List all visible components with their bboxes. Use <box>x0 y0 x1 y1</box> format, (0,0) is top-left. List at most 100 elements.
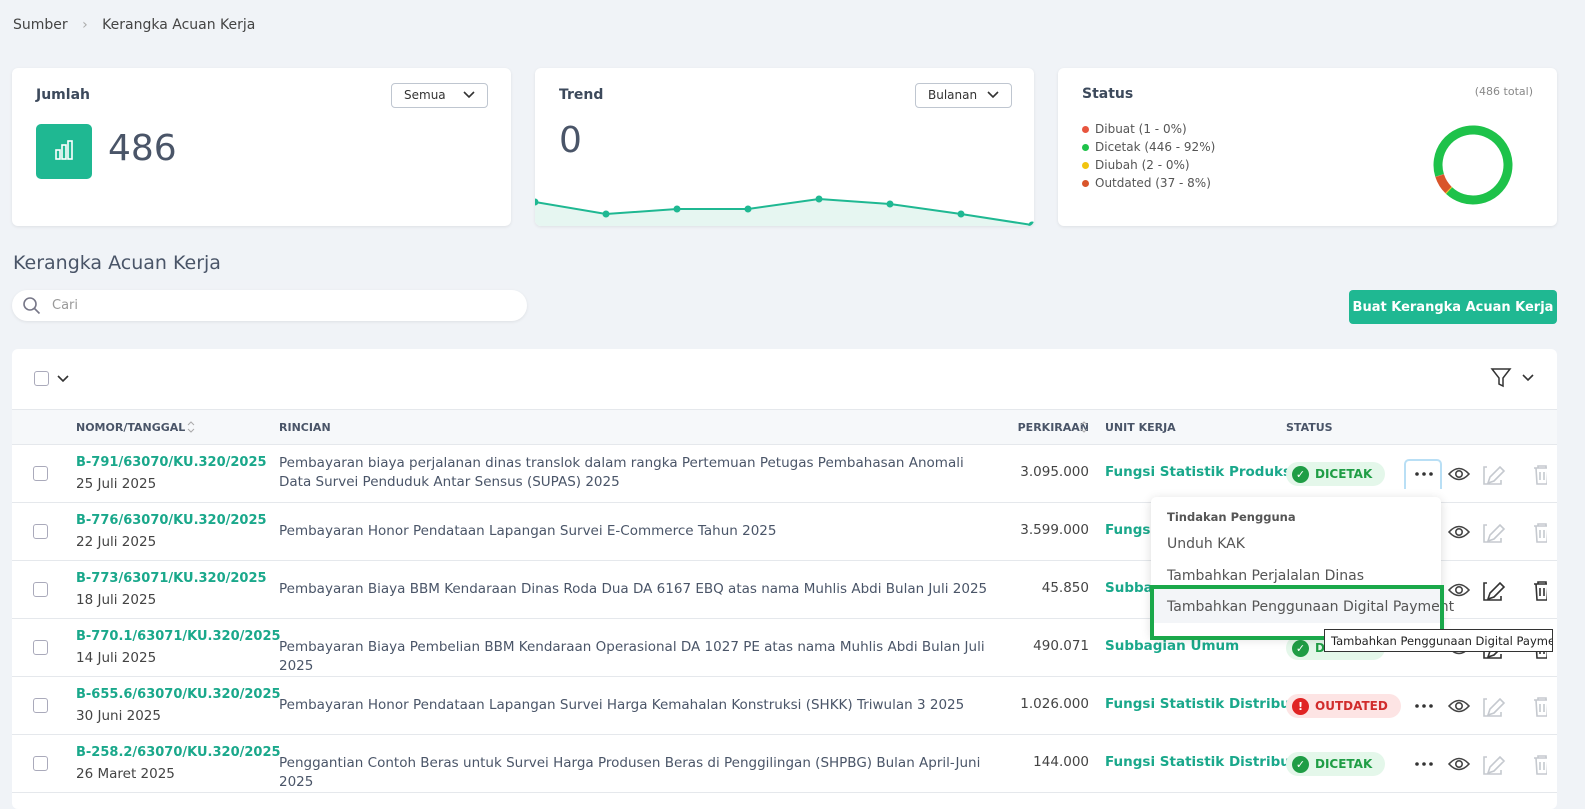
menu-item[interactable]: Tambahkan Perjalalan Dinas <box>1167 568 1364 584</box>
breadcrumb-link[interactable]: Sumber <box>13 17 68 33</box>
delete-icon[interactable] <box>1534 698 1547 716</box>
row-actions <box>1402 459 1547 489</box>
tanggal: 14 Juli 2025 <box>76 650 156 666</box>
more-dot <box>1415 762 1419 766</box>
row-actions <box>1402 691 1547 721</box>
view-pupil <box>1456 529 1462 535</box>
status-card: Status (486 total) Dibuat (1 - 0%)Diceta… <box>1058 68 1557 226</box>
edit-icon[interactable] <box>1484 757 1504 774</box>
rincian: Pembayaran Biaya Pembelian BBM Kendaraan… <box>279 638 999 676</box>
perkiraan: 144.000 <box>1033 754 1089 770</box>
view-pupil <box>1456 471 1462 477</box>
nomor-link[interactable]: B-773/63071/KU.320/2025 <box>76 571 267 586</box>
tanggal: 30 Juni 2025 <box>76 708 161 724</box>
edit-icon[interactable] <box>1484 583 1504 600</box>
legend-item: Dicetak (446 - 92%) <box>1082 138 1215 156</box>
unit-kerja[interactable]: Fungsi Statistik Produksi <box>1105 464 1296 480</box>
rincian: Pembayaran Honor Pendataan Lapangan Surv… <box>279 696 999 715</box>
jumlah-card: Jumlah Semua 486 <box>12 68 511 226</box>
trend-point <box>887 201 894 208</box>
filter-button[interactable] <box>1490 367 1540 389</box>
section-title: Kerangka Acuan Kerja <box>13 252 221 274</box>
breadcrumb-current: Kerangka Acuan Kerja <box>102 17 255 33</box>
rincian: Penggantian Contoh Beras untuk Survei Ha… <box>279 754 999 792</box>
nomor-link[interactable]: B-791/63070/KU.320/2025 <box>76 455 267 470</box>
donut-segment <box>1440 176 1449 190</box>
perkiraan: 490.071 <box>1033 638 1089 654</box>
chart-icon <box>36 124 92 179</box>
select-all-checkbox[interactable] <box>34 371 49 386</box>
legend-dot <box>1082 180 1089 187</box>
filter-select[interactable]: Semua <box>391 83 488 108</box>
more-dot <box>1422 704 1426 708</box>
column-header: RINCIAN <box>279 421 331 434</box>
unit-kerja[interactable]: Fungsi <box>1105 522 1155 538</box>
delete-icon[interactable] <box>1534 582 1547 600</box>
search-input[interactable]: Cari <box>12 290 527 321</box>
breadcrumb: Sumber › Kerangka Acuan Kerja <box>13 17 255 33</box>
row-checkbox[interactable] <box>33 524 48 539</box>
status-badge: ✓DICETAK <box>1286 462 1385 486</box>
nomor-link[interactable]: B-655.6/63070/KU.320/2025 <box>76 687 281 702</box>
card-title: Jumlah <box>36 87 90 103</box>
tanggal: 22 Juli 2025 <box>76 534 156 550</box>
row-checkbox[interactable] <box>33 582 48 597</box>
row-checkbox[interactable] <box>33 466 48 481</box>
donut-chart <box>1428 120 1518 210</box>
status-label: OUTDATED <box>1315 699 1388 713</box>
status-icon: ✓ <box>1292 640 1309 657</box>
column-header: UNIT KERJA <box>1105 421 1176 434</box>
delete-icon[interactable] <box>1534 524 1547 542</box>
edit-icon[interactable] <box>1484 525 1504 542</box>
filter-label: Semua <box>404 88 446 102</box>
create-button[interactable]: Buat Kerangka Acuan Kerja <box>1349 290 1557 324</box>
row-checkbox[interactable] <box>33 756 48 771</box>
view-pupil <box>1456 761 1462 767</box>
sparkline <box>535 68 1034 226</box>
search-placeholder: Cari <box>52 298 78 313</box>
legend-dot <box>1082 126 1089 133</box>
more-dot <box>1422 472 1426 476</box>
row-checkbox[interactable] <box>33 640 48 655</box>
table-row: B-258.2/63070/KU.320/2025 26 Maret 2025 Pe… <box>12 735 1557 793</box>
table-header: NOMOR/TANGGAL RINCIAN PERKIRAAN UNIT KER… <box>12 409 1557 445</box>
column-header[interactable]: NOMOR/TANGGAL <box>76 421 185 434</box>
nomor-link[interactable]: B-770.1/63071/KU.320/2025 <box>76 629 281 644</box>
unit-kerja[interactable]: Subbagian Umum <box>1105 638 1239 654</box>
more-dot <box>1429 704 1433 708</box>
edit-icon[interactable] <box>1484 467 1504 484</box>
column-header: STATUS <box>1286 421 1333 434</box>
select-dropdown[interactable] <box>57 375 69 383</box>
rincian: Pembayaran biaya perjalanan dinas transl… <box>279 454 999 492</box>
delete-icon[interactable] <box>1534 466 1547 484</box>
trend-card: Trend Bulanan 0 <box>535 68 1034 226</box>
total-value: 486 <box>108 128 177 169</box>
column-header[interactable]: PERKIRAAN <box>1018 421 1089 434</box>
menu-item[interactable]: Unduh KAK <box>1167 536 1245 552</box>
unit-kerja[interactable]: Fungsi Statistik Distribusi <box>1105 696 1303 712</box>
legend-label: Diubah (2 - 0%) <box>1095 158 1190 172</box>
nomor-link[interactable]: B-258.2/63070/KU.320/2025 <box>76 745 281 760</box>
more-dot <box>1422 762 1426 766</box>
edit-icon[interactable] <box>1484 699 1504 716</box>
perkiraan: 45.850 <box>1042 580 1089 596</box>
perkiraan: 3.095.000 <box>1020 464 1089 480</box>
row-checkbox[interactable] <box>33 698 48 713</box>
menu-header: Tindakan Pengguna <box>1167 510 1296 524</box>
rincian: Pembayaran Biaya BBM Kendaraan Dinas Rod… <box>279 580 999 599</box>
legend-label: Dicetak (446 - 92%) <box>1095 140 1215 154</box>
unit-kerja[interactable]: Fungsi Statistik Distribusi <box>1105 754 1303 770</box>
trend-point <box>674 206 681 213</box>
tanggal: 25 Juli 2025 <box>76 476 156 492</box>
delete-icon[interactable] <box>1534 756 1547 774</box>
trend-point <box>745 206 752 213</box>
trend-point <box>1029 222 1035 227</box>
view-pupil <box>1456 703 1462 709</box>
tanggal: 26 Maret 2025 <box>76 766 175 782</box>
table-row: B-791/63070/KU.320/2025 25 Juli 2025 Pemba… <box>12 445 1557 503</box>
perkiraan: 3.599.000 <box>1020 522 1089 538</box>
card-title: Status <box>1082 86 1133 102</box>
nomor-link[interactable]: B-776/63070/KU.320/2025 <box>76 513 267 528</box>
legend-label: Outdated (37 - 8%) <box>1095 176 1211 190</box>
